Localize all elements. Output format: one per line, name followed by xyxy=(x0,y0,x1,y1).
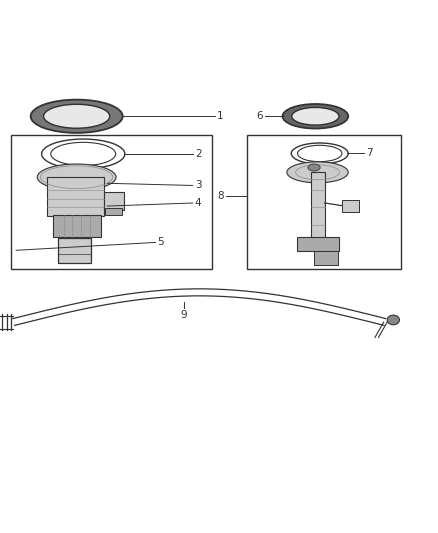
Text: 6: 6 xyxy=(256,111,263,122)
FancyBboxPatch shape xyxy=(58,238,91,263)
FancyBboxPatch shape xyxy=(314,251,338,265)
FancyBboxPatch shape xyxy=(297,237,339,251)
FancyBboxPatch shape xyxy=(342,200,359,212)
Text: 1: 1 xyxy=(217,111,223,122)
FancyBboxPatch shape xyxy=(311,172,325,238)
Text: 9: 9 xyxy=(180,310,187,320)
Ellipse shape xyxy=(287,162,348,183)
Text: 2: 2 xyxy=(195,149,201,159)
Ellipse shape xyxy=(387,315,399,325)
Ellipse shape xyxy=(43,104,110,128)
Ellipse shape xyxy=(37,164,116,190)
Ellipse shape xyxy=(292,108,339,125)
Ellipse shape xyxy=(31,100,123,133)
Text: 8: 8 xyxy=(217,191,223,201)
FancyBboxPatch shape xyxy=(11,135,212,269)
FancyBboxPatch shape xyxy=(105,208,122,215)
Text: 7: 7 xyxy=(366,149,372,158)
FancyBboxPatch shape xyxy=(104,192,124,209)
Ellipse shape xyxy=(283,104,348,128)
FancyBboxPatch shape xyxy=(247,135,401,269)
Ellipse shape xyxy=(308,164,320,171)
FancyBboxPatch shape xyxy=(53,215,101,237)
Text: 3: 3 xyxy=(195,181,201,190)
FancyBboxPatch shape xyxy=(47,177,104,216)
Text: 5: 5 xyxy=(158,237,164,247)
Text: 4: 4 xyxy=(195,198,201,208)
